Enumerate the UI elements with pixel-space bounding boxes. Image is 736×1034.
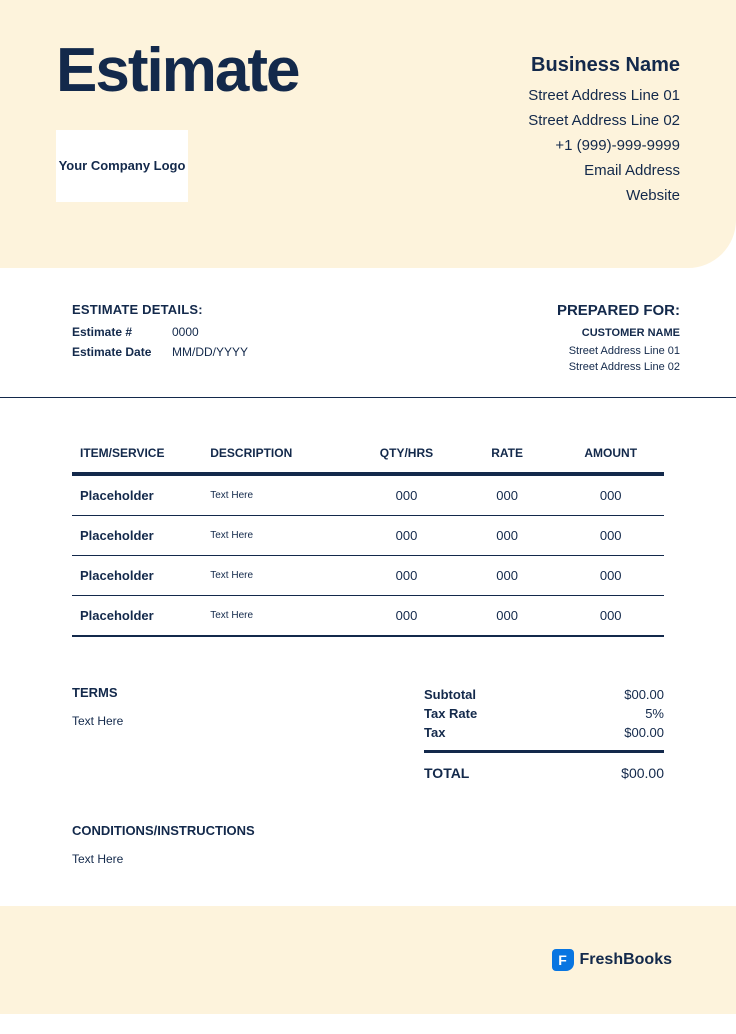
tax-label: Tax — [424, 725, 445, 740]
totals-block: Subtotal $00.00 Tax Rate 5% Tax $00.00 T… — [424, 685, 664, 783]
business-info: Business Name Street Address Line 01 Str… — [528, 40, 680, 212]
estimate-date-value: MM/DD/YYYY — [172, 345, 248, 359]
customer-address-2: Street Address Line 02 — [557, 361, 680, 373]
customer-name: CUSTOMER NAME — [557, 327, 680, 339]
cell-amount: 000 — [557, 556, 664, 596]
conditions-block: CONDITIONS/INSTRUCTIONS Text Here — [0, 783, 736, 906]
cell-amount: 000 — [557, 596, 664, 637]
col-qty: QTY/HRS — [356, 446, 457, 474]
taxrate-label: Tax Rate — [424, 706, 477, 721]
terms-totals-row: TERMS Text Here Subtotal $00.00 Tax Rate… — [0, 661, 736, 783]
cell-desc: Text Here — [202, 596, 356, 637]
table-row: Placeholder Text Here 000 000 000 — [72, 556, 664, 596]
total-value: $00.00 — [621, 765, 664, 781]
items-tbody: Placeholder Text Here 000 000 000 Placeh… — [72, 476, 664, 636]
total-label: TOTAL — [424, 765, 469, 781]
cell-item: Placeholder — [72, 516, 202, 556]
estimate-number-value: 0000 — [172, 325, 199, 339]
business-address-2: Street Address Line 02 — [528, 112, 680, 129]
subtotal-value: $00.00 — [624, 687, 664, 702]
conditions-heading: CONDITIONS/INSTRUCTIONS — [72, 823, 664, 838]
items-table-wrap: ITEM/SERVICE DESCRIPTION QTY/HRS RATE AM… — [0, 398, 736, 661]
customer-address-1: Street Address Line 01 — [557, 345, 680, 357]
estimate-date-label: Estimate Date — [72, 345, 172, 359]
business-address-1: Street Address Line 01 — [528, 87, 680, 104]
cell-rate: 000 — [457, 556, 558, 596]
freshbooks-logo: F FreshBooks — [552, 949, 672, 971]
freshbooks-icon: F — [552, 949, 574, 971]
business-email: Email Address — [528, 162, 680, 179]
cell-rate: 000 — [457, 516, 558, 556]
table-row: Placeholder Text Here 000 000 000 — [72, 596, 664, 637]
col-item: ITEM/SERVICE — [72, 446, 202, 474]
estimate-details: ESTIMATE DETAILS: Estimate # 0000 Estima… — [72, 302, 248, 377]
cell-item: Placeholder — [72, 476, 202, 516]
col-description: DESCRIPTION — [202, 446, 356, 474]
subtotal-label: Subtotal — [424, 687, 476, 702]
header-left: Estimate Your Company Logo — [56, 40, 298, 212]
cell-rate: 000 — [457, 596, 558, 637]
terms-heading: TERMS — [72, 685, 123, 700]
cell-qty: 000 — [356, 556, 457, 596]
cell-desc: Text Here — [202, 476, 356, 516]
totals-divider — [424, 750, 664, 753]
cell-desc: Text Here — [202, 516, 356, 556]
terms-block: TERMS Text Here — [72, 685, 123, 783]
business-phone: +1 (999)-999-9999 — [528, 137, 680, 154]
cell-desc: Text Here — [202, 556, 356, 596]
table-row: Placeholder Text Here 000 000 000 — [72, 516, 664, 556]
col-rate: RATE — [457, 446, 558, 474]
business-website: Website — [528, 187, 680, 204]
freshbooks-text: FreshBooks — [580, 951, 672, 969]
items-table: ITEM/SERVICE DESCRIPTION QTY/HRS RATE AM… — [72, 446, 664, 637]
estimate-details-heading: ESTIMATE DETAILS: — [72, 302, 248, 317]
document-title: Estimate — [56, 40, 298, 102]
cell-amount: 000 — [557, 476, 664, 516]
footer: F FreshBooks — [0, 906, 736, 1014]
estimate-number-label: Estimate # — [72, 325, 172, 339]
business-name: Business Name — [528, 54, 680, 77]
terms-text: Text Here — [72, 714, 123, 728]
header: Estimate Your Company Logo Business Name… — [0, 0, 736, 268]
cell-item: Placeholder — [72, 556, 202, 596]
table-row: Placeholder Text Here 000 000 000 — [72, 476, 664, 516]
tax-value: $00.00 — [624, 725, 664, 740]
cell-qty: 000 — [356, 476, 457, 516]
cell-rate: 000 — [457, 476, 558, 516]
conditions-text: Text Here — [72, 852, 664, 866]
col-amount: AMOUNT — [557, 446, 664, 474]
cell-qty: 000 — [356, 596, 457, 637]
prepared-for: PREPARED FOR: CUSTOMER NAME Street Addre… — [557, 302, 680, 377]
cell-qty: 000 — [356, 516, 457, 556]
cell-item: Placeholder — [72, 596, 202, 637]
taxrate-value: 5% — [645, 706, 664, 721]
cell-amount: 000 — [557, 516, 664, 556]
company-logo-placeholder: Your Company Logo — [56, 130, 188, 202]
prepared-for-heading: PREPARED FOR: — [557, 302, 680, 319]
details-row: ESTIMATE DETAILS: Estimate # 0000 Estima… — [0, 268, 736, 397]
